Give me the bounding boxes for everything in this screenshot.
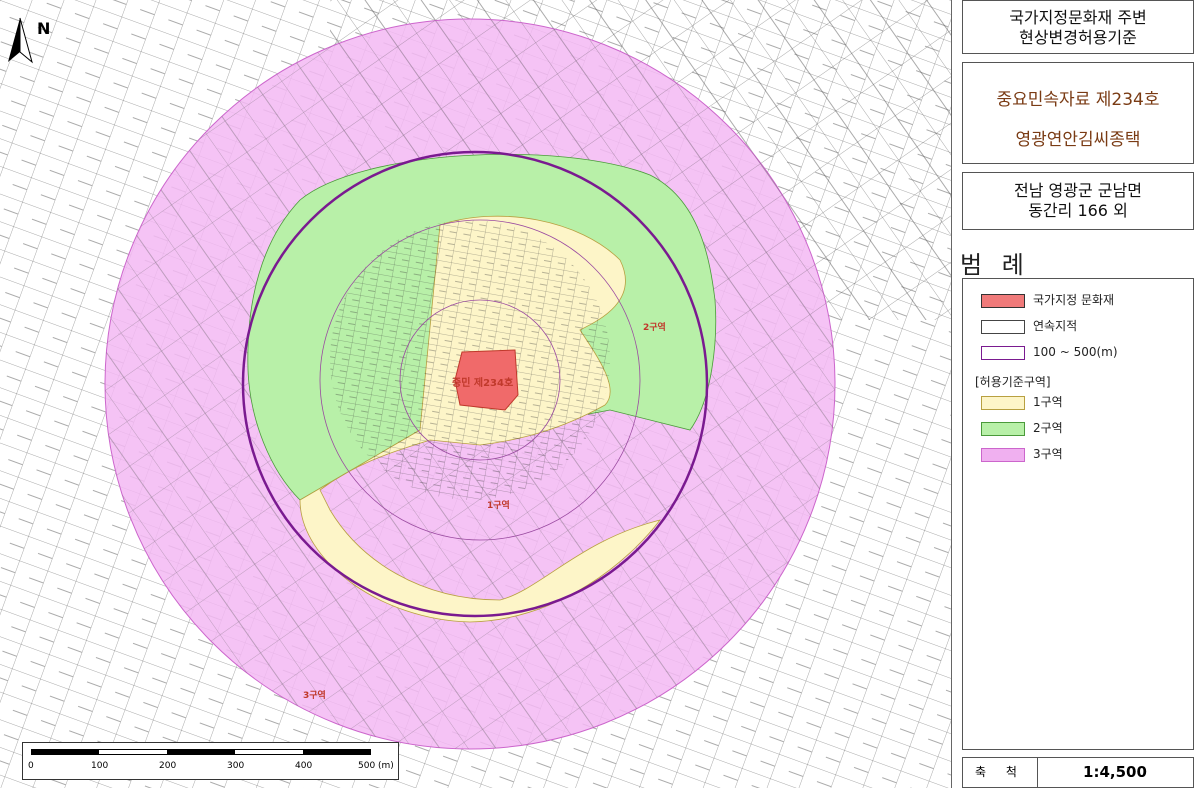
legend-item: 1구역 [981, 393, 1063, 411]
scale-bar-segment [167, 749, 235, 755]
distance-ring-300 [241, 150, 709, 618]
zone3-map-label: 3구역 [303, 691, 326, 701]
side-panel: 국가지정문화재 주변 현상변경허용기준 중요민속자료 제234호 영광연안김씨종… [952, 0, 1195, 788]
legend-item: 국가지정 문화재 [981, 291, 1114, 309]
scale-label: 축 척 [963, 758, 1038, 787]
scale-bar-segment [31, 749, 99, 755]
location-box: 전남 영광군 군남면 동간리 166 외 [962, 172, 1194, 230]
legend-label: 2구역 [1033, 421, 1063, 435]
legend-label: 국가지정 문화재 [1033, 293, 1115, 307]
legend-label: 1구역 [1033, 395, 1063, 409]
scale-bar-segment [303, 749, 371, 755]
legend-swatch [981, 447, 1025, 462]
scale-tick: 100 [91, 761, 109, 771]
heritage-box: 중요민속자료 제234호 영광연안김씨종택 [962, 62, 1194, 164]
heritage-site-polygon [454, 349, 519, 411]
header-title-line1: 국가지정문화재 주변 [1009, 8, 1147, 27]
legend-label: 연속지적 [1033, 319, 1078, 333]
legend-swatch [981, 345, 1025, 360]
location-line1: 전남 영광군 군남면 [1014, 181, 1142, 200]
legend-swatch [981, 319, 1025, 334]
heritage-name-line2: 영광연안김씨종택 [1015, 130, 1141, 150]
legend-item: 3구역 [981, 445, 1063, 463]
map-panel[interactable]: 중민 제234호 1구역 2구역 3구역 N 0 100 200 300 400… [0, 0, 952, 788]
location-line2: 동간리 166 외 [1028, 201, 1128, 220]
header-title-line2: 현상변경허용기준 [1019, 28, 1137, 47]
scale-tick: 500 [358, 761, 376, 771]
scale-tick: 300 [227, 761, 245, 771]
scale-bar: 0 100 200 300 400 500 (m) [22, 742, 399, 780]
site-label: 중민 제234호 [452, 378, 514, 389]
legend-item: 연속지적 [981, 317, 1077, 335]
zone2-map-label: 2구역 [643, 323, 666, 333]
scale-tick: 0 [28, 761, 34, 771]
scale-tick: (m) [378, 761, 394, 771]
scale-tick: 200 [159, 761, 177, 771]
map-canvas[interactable] [0, 0, 951, 788]
north-arrow-icon [8, 17, 33, 64]
legend-box: 국가지정 문화재 연속지적 100 ~ 500(m) [허용기준구역] 1구역 … [962, 278, 1194, 750]
legend-swatch [981, 395, 1025, 410]
legend-swatch [981, 293, 1025, 308]
legend-item: 2구역 [981, 419, 1063, 437]
header-box: 국가지정문화재 주변 현상변경허용기준 [962, 0, 1194, 54]
distance-ring-200 [319, 219, 641, 541]
scale-tick: 400 [295, 761, 313, 771]
legend-swatch [981, 421, 1025, 436]
zone-legend-header: [허용기준구역] [975, 375, 1051, 389]
legend-item: 100 ~ 500(m) [981, 343, 1118, 361]
north-label: N [37, 19, 51, 38]
legend-label: 3구역 [1033, 447, 1063, 461]
heritage-name-line1: 중요민속자료 제234호 [996, 90, 1160, 110]
scale-value: 1:4,500 [1083, 763, 1147, 781]
zone1-map-label: 1구역 [487, 501, 510, 511]
legend-title: 범 례 [960, 251, 1030, 279]
legend-label: 100 ~ 500(m) [1033, 345, 1118, 359]
scale-box: 축 척 1:4,500 [962, 757, 1194, 788]
distance-ring-100 [399, 299, 561, 461]
